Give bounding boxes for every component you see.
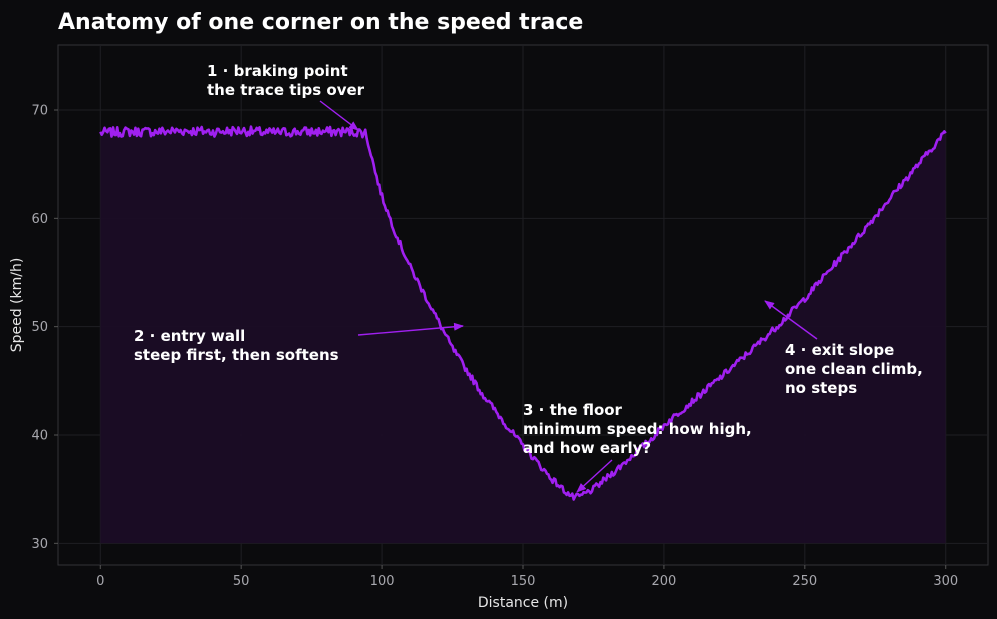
y-tick-label: 50	[31, 320, 48, 335]
y-tick-label: 70	[31, 104, 48, 119]
x-tick-label: 100	[370, 574, 395, 589]
annotation-line: steep first, then softens	[134, 346, 339, 364]
chart-title: Anatomy of one corner on the speed trace	[58, 10, 583, 35]
x-axis-label: Distance (m)	[478, 595, 568, 611]
annotation-text: 1 · braking point the trace tips over	[207, 62, 365, 99]
annotation-line: 2 · entry wall	[134, 327, 245, 345]
annotation-text: 4 · exit slope one clean climb, no steps	[785, 341, 923, 397]
y-tick-label: 40	[31, 429, 48, 444]
y-tick-label: 60	[31, 212, 48, 227]
x-tick-label: 300	[933, 574, 958, 589]
annotation-arrow	[319, 100, 359, 131]
series-line	[99, 125, 947, 501]
annotation-line: the trace tips over	[207, 81, 365, 99]
annotation-4: 4 · exit slope one clean climb, no steps	[764, 300, 923, 397]
annotation-line: 1 · braking point	[207, 62, 348, 80]
annotation-line: one clean climb,	[785, 360, 923, 378]
annotation-2: 2 · entry wall steep first, then softens	[134, 322, 464, 364]
annotation-line: no steps	[785, 379, 857, 397]
annotation-arrow	[357, 322, 464, 336]
x-axis-ticks: 0 50 100 150 200 250 300	[96, 565, 958, 589]
annotation-line: 4 · exit slope	[785, 341, 894, 359]
annotation-line: 3 · the floor	[523, 401, 623, 419]
x-tick-label: 50	[233, 574, 250, 589]
y-axis-ticks: 30 40 50 60 70	[31, 104, 58, 552]
y-axis-label: Speed (km/h)	[9, 258, 25, 353]
annotation-arrow	[576, 459, 613, 493]
x-tick-label: 0	[96, 574, 104, 589]
series-line-group	[99, 125, 947, 501]
x-tick-label: 250	[792, 574, 817, 589]
annotation-1: 1 · braking point the trace tips over	[207, 62, 365, 131]
x-tick-label: 150	[511, 574, 536, 589]
area-fill	[100, 126, 946, 544]
annotation-line: and how early?	[523, 439, 651, 457]
annotation-text: 2 · entry wall steep first, then softens	[134, 327, 339, 364]
x-tick-label: 200	[651, 574, 676, 589]
annotation-arrow	[764, 300, 818, 340]
annotation-line: minimum speed: how high,	[523, 420, 752, 438]
area-fill-path	[100, 126, 946, 544]
annotation-3: 3 · the floor minimum speed: how high, and…	[523, 401, 752, 493]
annotations: 1 · braking point the trace tips over 2 · …	[134, 62, 923, 493]
annotation-text: 3 · the floor minimum speed: how high, and…	[523, 401, 752, 457]
y-tick-label: 30	[31, 537, 48, 552]
